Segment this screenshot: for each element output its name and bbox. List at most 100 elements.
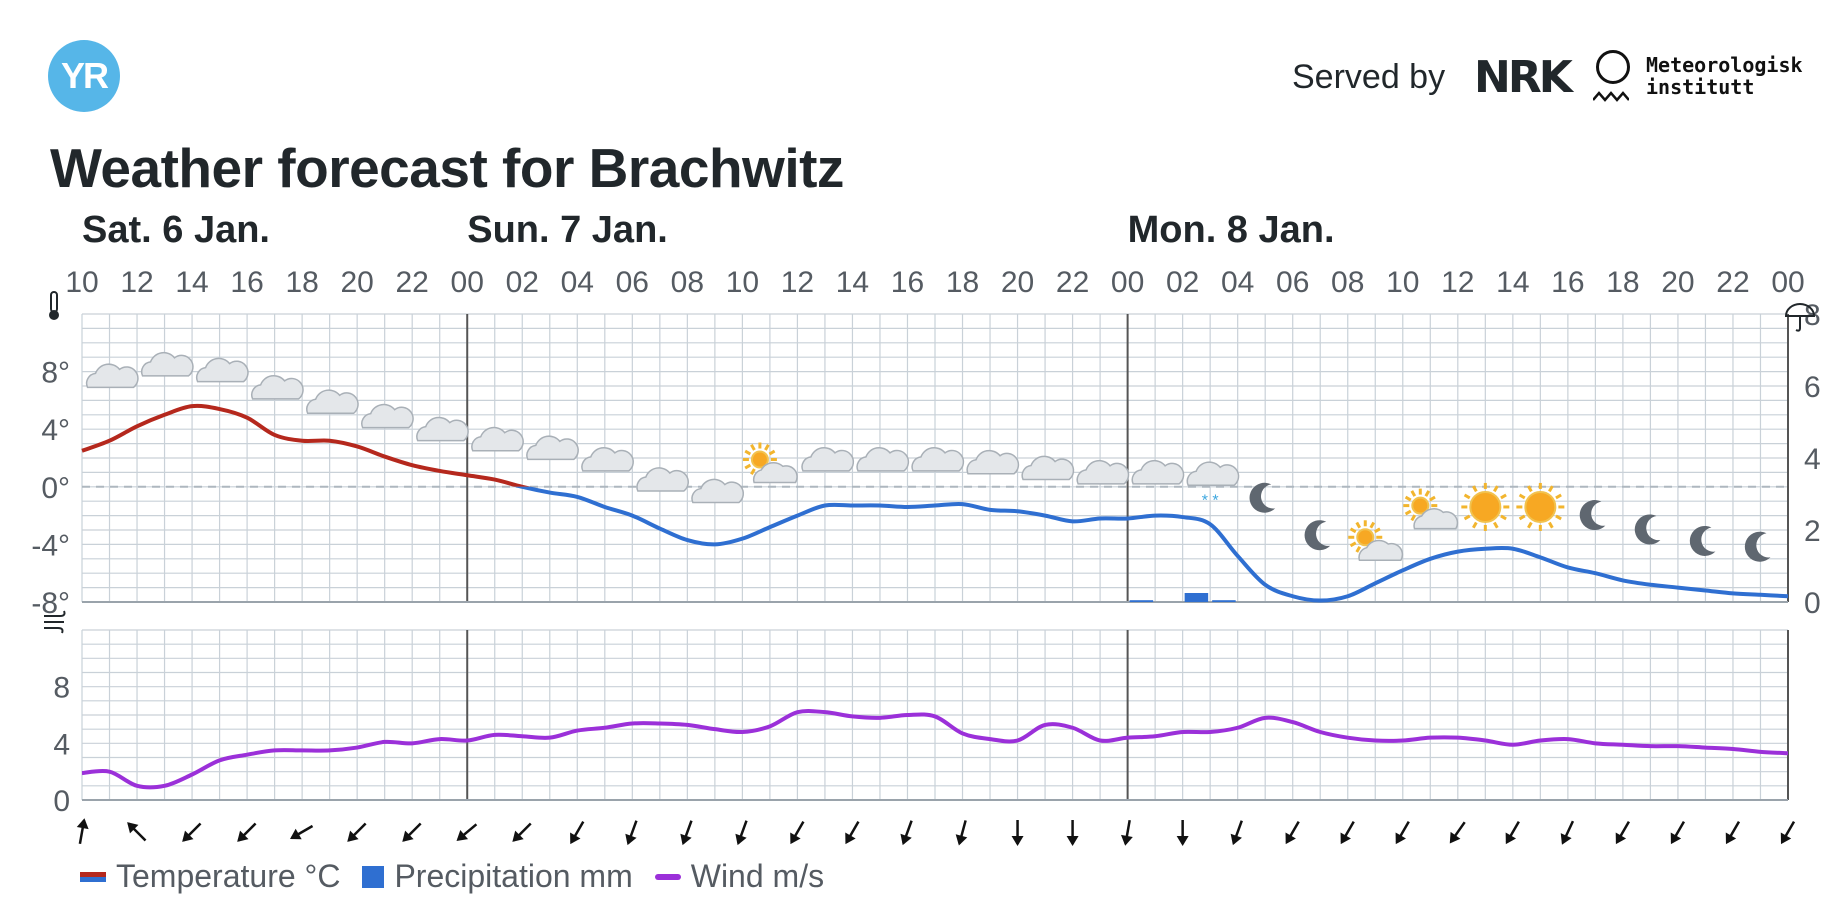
sun-ray [1527,485,1533,493]
precipitation-bar [1212,600,1236,602]
sun-ray [1518,493,1526,500]
grid-lines [81,313,1789,801]
hour-tick-label: 22 [1716,266,1749,299]
clear-night-icon [1304,520,1331,551]
day-label: Mon. 8 Jan. [1128,209,1335,251]
precipitation-tick-label: 0 [1804,587,1821,620]
arrow-head [182,830,194,842]
met-logo-icon [1596,50,1630,84]
sun-ray [1527,521,1533,529]
cloudy-icon [581,446,634,472]
cloud-shape [966,449,1020,475]
cloudy-icon [1076,459,1130,485]
sun-ray [744,463,752,470]
partly-cloudy-day-icon [1403,488,1459,530]
sun-ray [1493,521,1499,529]
cloudy-icon [966,449,1020,475]
arrow-head [680,833,692,846]
arrow-head [1670,832,1682,845]
hour-tick-label: 00 [451,266,484,299]
sun-ray [1369,521,1376,529]
met-logo-text[interactable]: Meteorologisk institutt [1646,54,1803,98]
cloudy-icon [416,416,469,442]
cloudy-icon [195,357,249,383]
hour-tick-label: 16 [1551,266,1584,299]
wind-direction-arrow [1505,820,1520,845]
wind-direction-arrow [290,824,314,840]
hour-tick-label: 02 [506,266,539,299]
hour-tick-label: 04 [1221,266,1254,299]
wind-direction-arrow [1230,820,1243,846]
hour-tick-label: 22 [396,266,429,299]
cloud-shape [1021,455,1075,481]
hour-tick-label: 12 [1441,266,1474,299]
sun-ray [1424,490,1431,497]
moon-shape [1249,482,1276,513]
clear-night-icon [1689,525,1716,556]
sun-disc [1524,490,1557,523]
clear-night-icon [1579,500,1606,531]
temperature-line-warm [81,403,532,487]
wind-direction-arrow [1176,820,1189,846]
sun-ray [1472,485,1478,493]
wind-direction-arrow [1011,820,1024,846]
sun-disc [1411,496,1430,515]
wind-direction-arrow [456,823,478,841]
thermometer-stem [50,291,58,313]
sun-ray [1404,509,1412,516]
hour-tick-label: 00 [1771,266,1804,299]
hour-tick-label: 04 [561,266,594,299]
precipitation-tick-label: 2 [1804,515,1821,548]
precipitation-swatch [362,865,385,888]
arrow-head [1176,836,1189,846]
arrow-head [900,833,912,846]
wind-direction-arrow [955,820,968,846]
hour-tick-label: 10 [1386,266,1419,299]
cloud-shape [801,446,855,472]
wind-strokes [44,610,66,634]
precipitation-bar [1129,600,1154,602]
partly-cloudy-day-icon [742,442,798,484]
arrow-head [76,818,89,830]
wind-direction-arrow [1560,820,1575,845]
sun-ray [1349,541,1357,548]
wind-direction-arrow [512,822,532,842]
temperature-line-cold [514,486,1789,603]
hour-tick-label: 18 [946,266,979,299]
sun-ray [1500,514,1507,521]
clear-night-icon [1634,514,1661,545]
wind-direction-arrow [1615,820,1630,845]
sun-ray [1518,514,1526,521]
wind-direction-arrow [182,822,202,842]
arrow-head [1560,833,1572,845]
nrk-logo[interactable]: NRK [1474,52,1573,103]
cloud-shape [251,374,304,400]
moon-shape [1744,531,1771,562]
hour-tick-label: 18 [285,266,318,299]
hour-tick-label: 16 [230,266,263,299]
wind-tick-label: 0 [53,785,70,818]
legend-temperature: Temperature °C [80,858,340,895]
sun-ray [1404,495,1412,502]
sun-ray [1349,527,1357,534]
arrow-head [1230,833,1242,846]
arrow-head [1725,832,1737,845]
cloud-shape [140,351,194,377]
cloudy-icon [1131,459,1185,485]
sun-ray [1429,495,1436,502]
met-line-2: institutt [1646,75,1755,99]
hour-tick-label: 16 [891,266,924,299]
umbrella-canopy [1784,303,1816,317]
sun-ray [1355,521,1362,529]
hour-tick-label: 12 [120,266,153,299]
wind-direction-arrow [1670,820,1686,845]
arrow-head [127,822,139,834]
legend-temperature-label: Temperature °C [116,858,341,894]
met-line-1: Meteorologisk [1646,53,1803,77]
wind-direction-arrow [845,820,860,845]
wind-direction-arrow [347,822,367,842]
cloud-shape [636,467,689,492]
moon-shape [1579,500,1606,531]
hour-tick-label: 02 [1166,266,1199,299]
cloud-shape [752,462,798,484]
